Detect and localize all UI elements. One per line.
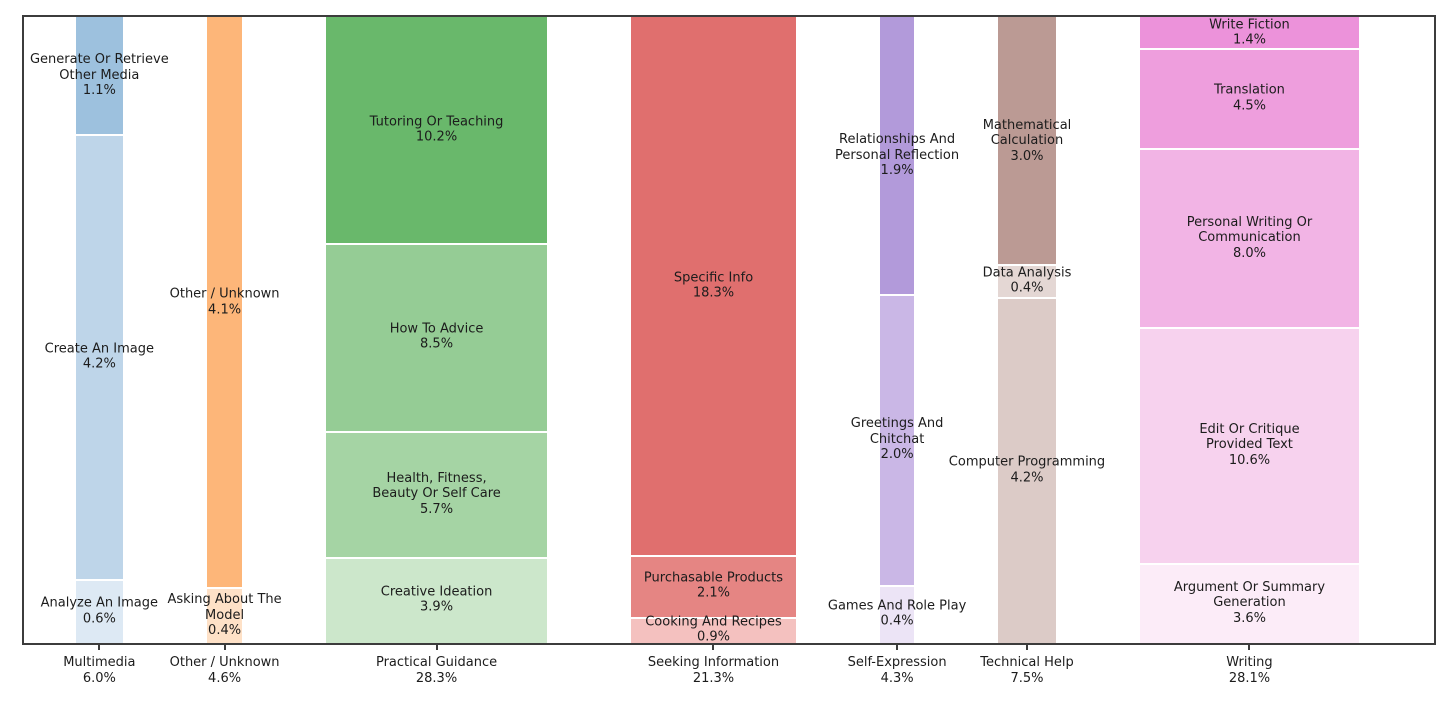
mosaic-segment (76, 579, 123, 643)
plot-frame (22, 15, 1436, 645)
x-axis-label: Multimedia 6.0% (63, 655, 136, 686)
mosaic-segment (630, 554, 797, 617)
mosaic-segment (880, 17, 914, 294)
x-axis-tick (435, 645, 438, 650)
mosaic-segment (326, 242, 547, 431)
x-axis-tick (896, 645, 899, 650)
mosaic-segment (76, 17, 123, 134)
x-axis-tick (1025, 645, 1028, 650)
mosaic-column-seeking-information (630, 17, 797, 643)
mosaic-segment (1140, 326, 1359, 563)
x-axis-tick (223, 645, 226, 650)
mosaic-segment (326, 17, 547, 243)
mosaic-column-other-unknown (206, 17, 243, 643)
mosaic-segment (880, 293, 914, 585)
mosaic-segment (1140, 148, 1359, 327)
x-axis-label: Self-Expression 4.3% (847, 655, 947, 686)
mosaic-segment (997, 297, 1057, 643)
x-axis-label: Technical Help 7.5% (980, 655, 1074, 686)
mosaic-segment (997, 17, 1057, 265)
x-axis-tick (98, 645, 101, 650)
mosaic-segment (206, 17, 243, 588)
mosaic-segment (326, 556, 547, 643)
mosaic-segment (1140, 17, 1359, 49)
mosaic-segment (206, 587, 243, 643)
mosaic-segment (630, 17, 797, 555)
x-axis-label: Writing 28.1% (1226, 655, 1273, 686)
mosaic-column-self-expression (880, 17, 914, 643)
mosaic-segment (630, 616, 797, 643)
x-axis-label: Practical Guidance 28.3% (375, 655, 498, 686)
mosaic-column-practical-guidance (326, 17, 547, 643)
mosaic-segment (1140, 48, 1359, 149)
x-axis-label: Other / Unknown 4.6% (169, 655, 280, 686)
mosaic-column-multimedia (76, 17, 123, 643)
mosaic-segment (76, 133, 123, 580)
mosaic-segment (880, 584, 914, 643)
x-axis-tick (1248, 645, 1251, 650)
x-axis-label: Seeking Information 21.3% (647, 655, 780, 686)
mosaic-segment (1140, 562, 1359, 643)
mosaic-column-writing (1140, 17, 1359, 643)
mosaic-segment (326, 430, 547, 557)
mosaic-column-technical-help (997, 17, 1057, 643)
x-axis-tick (712, 645, 715, 650)
mosaic-segment (997, 264, 1057, 298)
